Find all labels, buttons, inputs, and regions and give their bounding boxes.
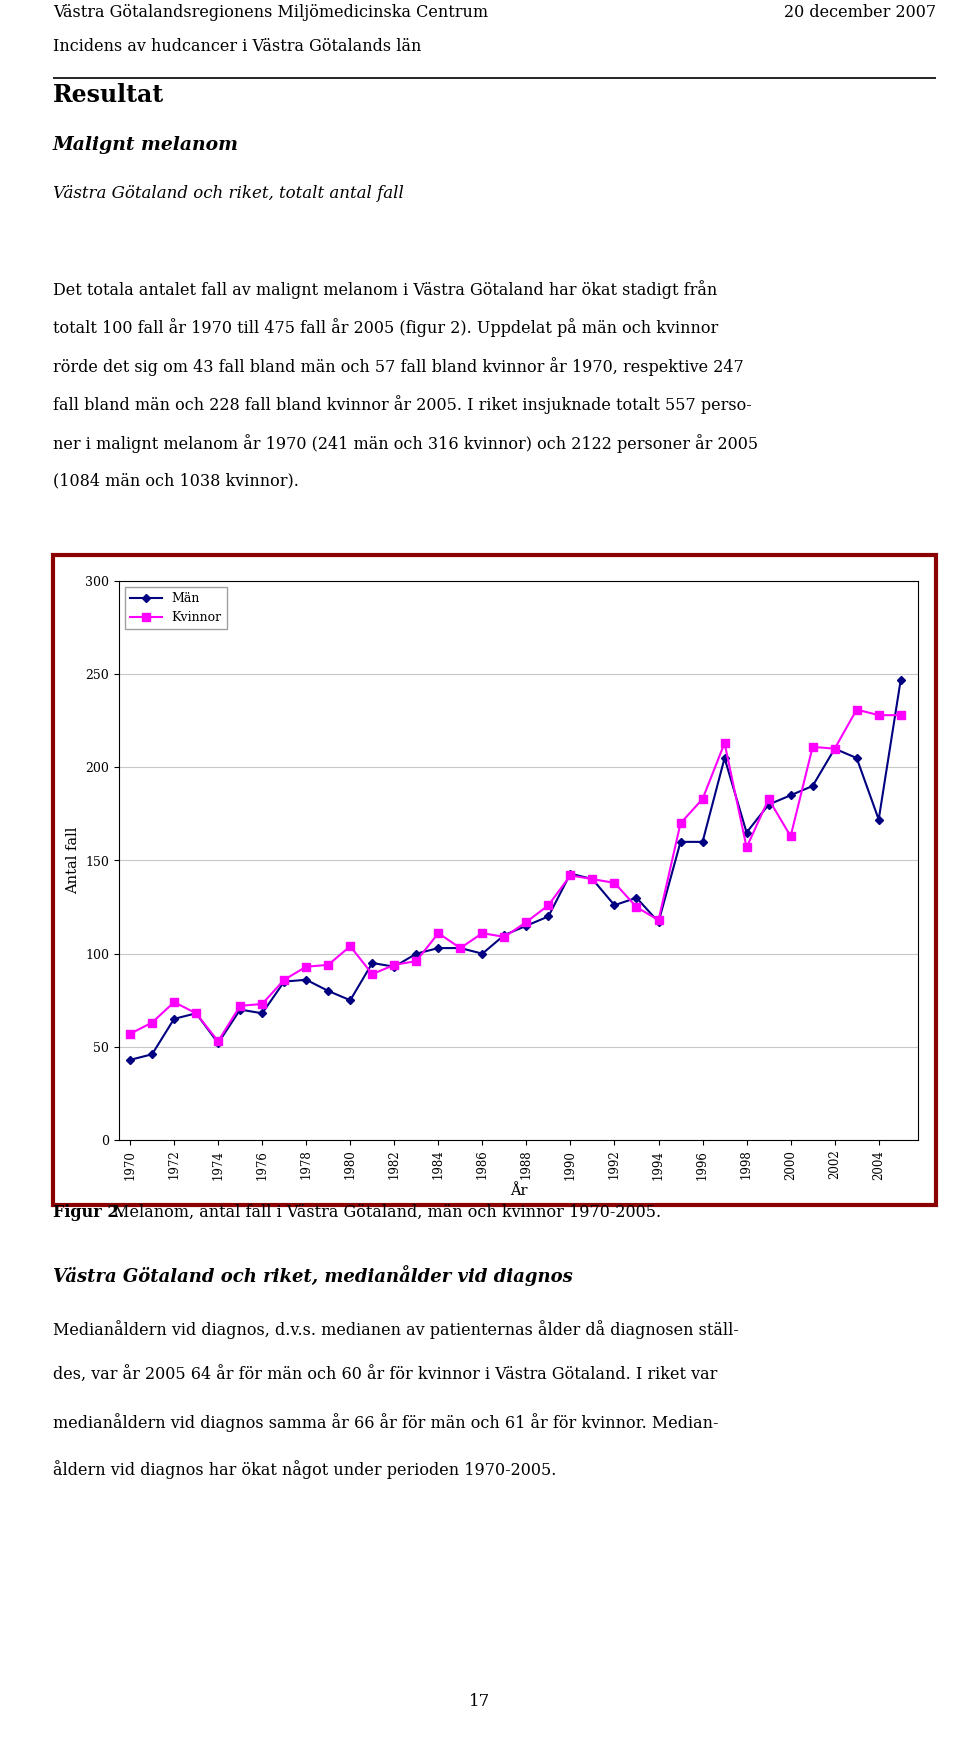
Text: medianåldern vid diagnos samma år 66 år för män och 61 år för kvinnor. Median-: medianåldern vid diagnos samma år 66 år … bbox=[53, 1414, 718, 1433]
Text: Medianåldern vid diagnos, d.v.s. medianen av patienternas ålder då diagnosen stä: Medianåldern vid diagnos, d.v.s. mediane… bbox=[53, 1319, 738, 1339]
Text: rörde det sig om 43 fall bland män och 57 fall bland kvinnor år 1970, respektive: rörde det sig om 43 fall bland män och 5… bbox=[53, 357, 744, 376]
Text: ner i malignt melanom år 1970 (241 män och 316 kvinnor) och 2122 personer år 200: ner i malignt melanom år 1970 (241 män o… bbox=[53, 434, 758, 453]
Text: Resultat: Resultat bbox=[53, 84, 164, 106]
Text: Malignt melanom: Malignt melanom bbox=[53, 136, 239, 153]
Y-axis label: Antal fall: Antal fall bbox=[66, 826, 80, 894]
Text: Det totala antalet fall av malignt melanom i Västra Götaland har ökat stadigt fr: Det totala antalet fall av malignt melan… bbox=[53, 281, 717, 298]
Legend: Män, Kvinnor: Män, Kvinnor bbox=[126, 587, 227, 629]
Text: 17: 17 bbox=[469, 1692, 491, 1710]
Text: Västra Götaland och riket, medianålder vid diagnos: Västra Götaland och riket, medianålder v… bbox=[53, 1265, 572, 1286]
Text: (1084 män och 1038 kvinnor).: (1084 män och 1038 kvinnor). bbox=[53, 472, 299, 490]
Text: Figur 2.: Figur 2. bbox=[53, 1204, 124, 1222]
Text: des, var år 2005 64 år för män och 60 år för kvinnor i Västra Götaland. I riket : des, var år 2005 64 år för män och 60 år… bbox=[53, 1367, 717, 1384]
Text: Melanom, antal fall i Västra Götaland, män och kvinnor 1970-2005.: Melanom, antal fall i Västra Götaland, m… bbox=[108, 1204, 660, 1222]
Text: fall bland män och 228 fall bland kvinnor år 2005. I riket insjuknade totalt 557: fall bland män och 228 fall bland kvinno… bbox=[53, 396, 752, 415]
Text: 20 december 2007: 20 december 2007 bbox=[784, 3, 936, 21]
Text: åldern vid diagnos har ökat något under perioden 1970-2005.: åldern vid diagnos har ökat något under … bbox=[53, 1461, 556, 1478]
Text: Incidens av hudcancer i Västra Götalands län: Incidens av hudcancer i Västra Götalands… bbox=[53, 38, 421, 56]
X-axis label: År: År bbox=[510, 1183, 527, 1197]
Text: Västra Götalandsregionens Miljömedicinska Centrum: Västra Götalandsregionens Miljömedicinsk… bbox=[53, 3, 488, 21]
Text: Västra Götaland och riket, totalt antal fall: Västra Götaland och riket, totalt antal … bbox=[53, 185, 403, 202]
Text: totalt 100 fall år 1970 till 475 fall år 2005 (figur 2). Uppdelat på män och kvi: totalt 100 fall år 1970 till 475 fall år… bbox=[53, 319, 718, 338]
